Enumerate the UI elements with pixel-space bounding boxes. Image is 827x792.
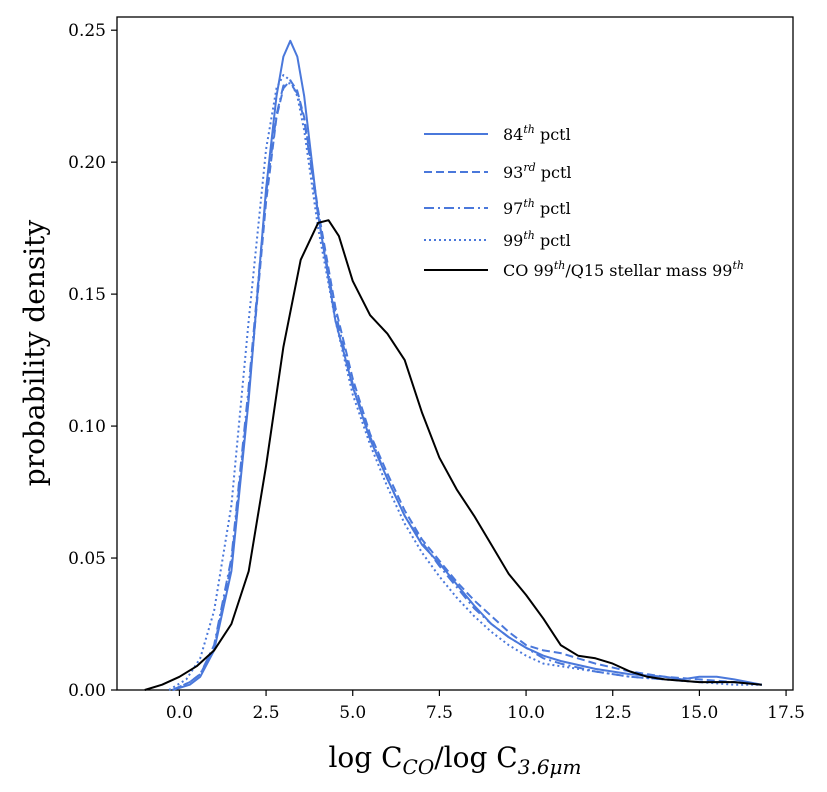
x-tick-label: 12.5 <box>594 703 632 723</box>
x-tick-label: 5.0 <box>339 703 366 723</box>
y-tick-label: 0.05 <box>68 549 106 569</box>
x-axis-label-main2: /log C <box>434 741 518 774</box>
legend: 84th pctl 93rd pctl 97th pctl 99th pctl … <box>424 123 744 280</box>
series-lines <box>144 39 762 691</box>
x-tick-label: 10.0 <box>507 703 545 723</box>
y-tick-label: 0.20 <box>68 153 106 173</box>
x-axis-label-sub2: 3.6μm <box>518 755 582 779</box>
y-axis-ticks: 0.00 0.05 0.10 0.15 0.20 0.25 <box>68 21 117 701</box>
series-line-1 <box>172 79 762 691</box>
y-tick-label: 0.10 <box>68 417 106 437</box>
y-tick-label: 0.00 <box>68 681 106 701</box>
legend-label-84th: 84th pctl <box>503 123 571 144</box>
x-tick-label: 17.5 <box>767 703 805 723</box>
x-axis-ticks: 0.0 2.5 5.0 7.5 10.0 12.5 15.0 17.5 <box>166 690 805 723</box>
y-tick-label: 0.25 <box>68 21 106 41</box>
x-tick-label: 2.5 <box>253 703 280 723</box>
y-tick-label: 0.15 <box>68 285 106 305</box>
x-axis-label: log CCO/log C3.6μm <box>328 741 581 779</box>
legend-label-97th: 97th pctl <box>503 197 571 218</box>
x-tick-label: 7.5 <box>426 703 453 723</box>
y-axis-label: probability density <box>18 220 51 487</box>
x-axis-label-sub1: CO <box>403 755 435 779</box>
series-line-4 <box>144 219 762 691</box>
x-tick-label: 0.0 <box>166 703 193 723</box>
legend-label-co: CO 99th/Q15 stellar mass 99th <box>503 259 744 280</box>
x-tick-label: 15.0 <box>680 703 718 723</box>
x-axis-label-main1: log C <box>328 741 402 774</box>
plot-frame <box>116 16 794 691</box>
series-line-3 <box>168 74 762 691</box>
legend-label-93rd: 93rd pctl <box>503 161 572 182</box>
legend-label-99th: 99th pctl <box>503 229 571 250</box>
